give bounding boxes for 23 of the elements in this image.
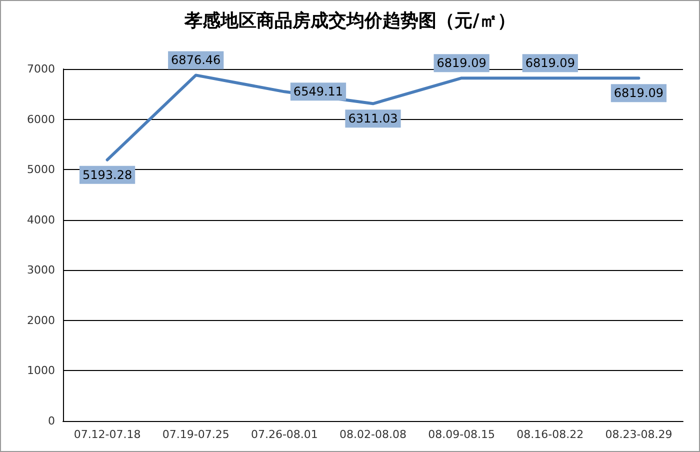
data-label: 6819.09 [525, 56, 575, 70]
x-tick-label: 08.09-08.15 [428, 428, 496, 441]
y-tick-label: 2000 [27, 314, 55, 327]
y-tick-label: 7000 [27, 62, 55, 76]
chart-title: 孝感地区商品房成交均价趋势图（元/㎡） [184, 10, 516, 32]
x-tick-label: 08.02-08.08 [340, 428, 406, 441]
data-label: 6876.46 [171, 53, 221, 68]
x-tick-label: 08.16-08.22 [516, 428, 584, 441]
y-tick-label: 5000 [27, 163, 55, 176]
x-tick-label: 07.19-07.25 [162, 428, 230, 441]
y-tick-label: 1000 [27, 364, 55, 378]
data-label: 6311.03 [348, 112, 398, 126]
data-label: 6819.09 [614, 86, 664, 100]
data-label: 6549.11 [293, 84, 344, 99]
y-tick-label: 4000 [27, 213, 55, 226]
data-label: 6819.09 [436, 56, 486, 70]
data-label: 5193.28 [82, 168, 132, 182]
y-tick-label: 0 [48, 414, 55, 428]
x-tick-label: 07.12-07.18 [74, 428, 141, 441]
x-tick-label: 08.23-08.29 [605, 428, 672, 441]
y-tick-label: 3000 [27, 264, 55, 277]
x-tick-label: 07.26-08.01 [250, 428, 318, 441]
y-tick-label: 6000 [27, 112, 55, 126]
